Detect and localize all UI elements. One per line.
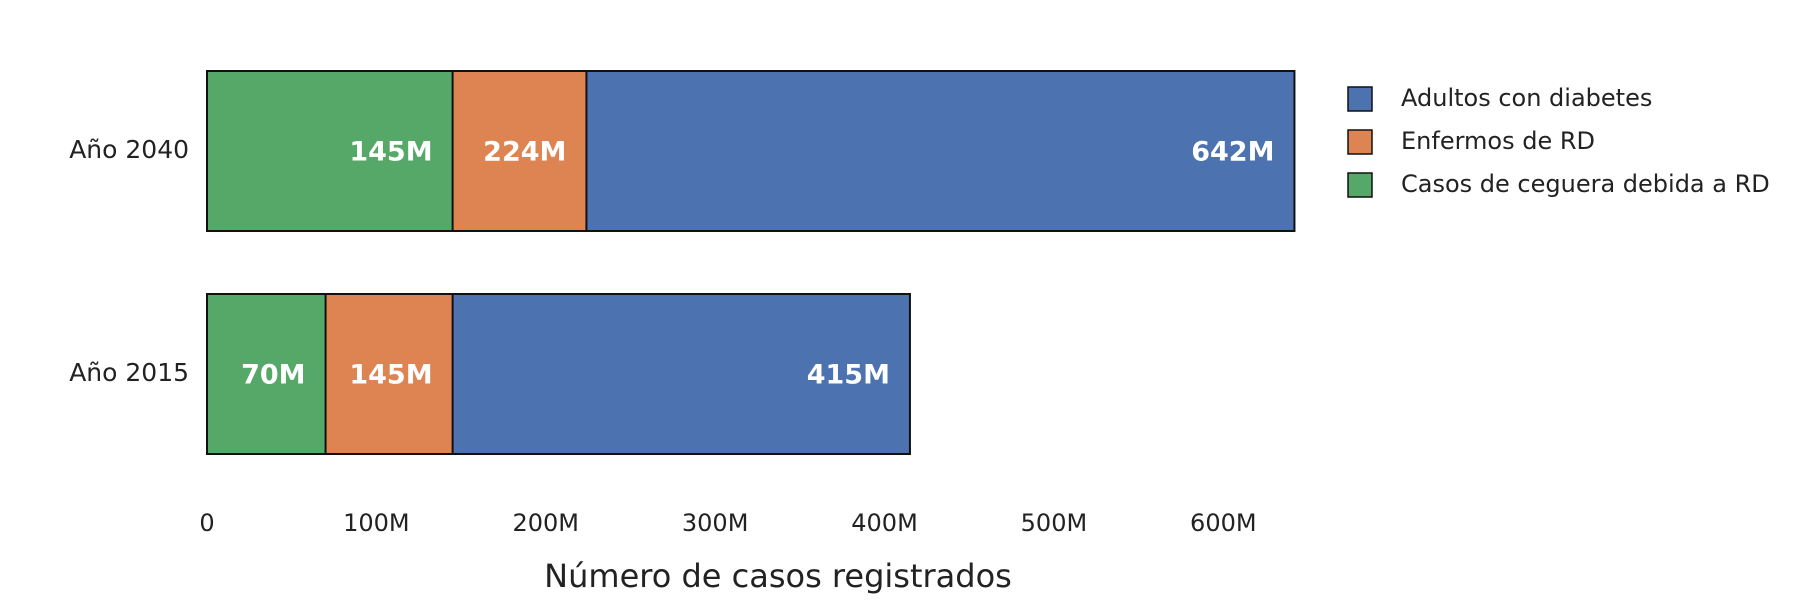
value-label: 70M [241,360,305,391]
x-tick-label: 600M [1190,509,1257,537]
value-label: 415M [807,360,890,391]
x-tick-label: 0 [199,509,214,537]
x-tick-label: 400M [851,509,918,537]
value-label: 642M [1191,137,1274,168]
legend-swatch [1347,129,1373,155]
value-label: 145M [349,360,432,391]
value-label: 145M [349,137,432,168]
legend-label: Enfermos de RD [1401,127,1595,155]
x-tick-label: 500M [1021,509,1088,537]
x-axis-title: Número de casos registrados [544,557,1012,595]
y-tick-label: Año 2015 [69,358,189,387]
x-tick-label: 200M [513,509,580,537]
value-label: 224M [483,137,566,168]
legend-label: Adultos con diabetes [1401,84,1652,112]
x-tick-label: 300M [682,509,749,537]
y-tick-label: Año 2040 [69,135,189,164]
legend-swatch [1347,86,1373,112]
bar [206,70,454,232]
legend-swatch [1347,172,1373,198]
x-tick-label: 100M [343,509,410,537]
legend-label: Casos de ceguera debida a RD [1401,170,1770,198]
bar [206,293,327,455]
